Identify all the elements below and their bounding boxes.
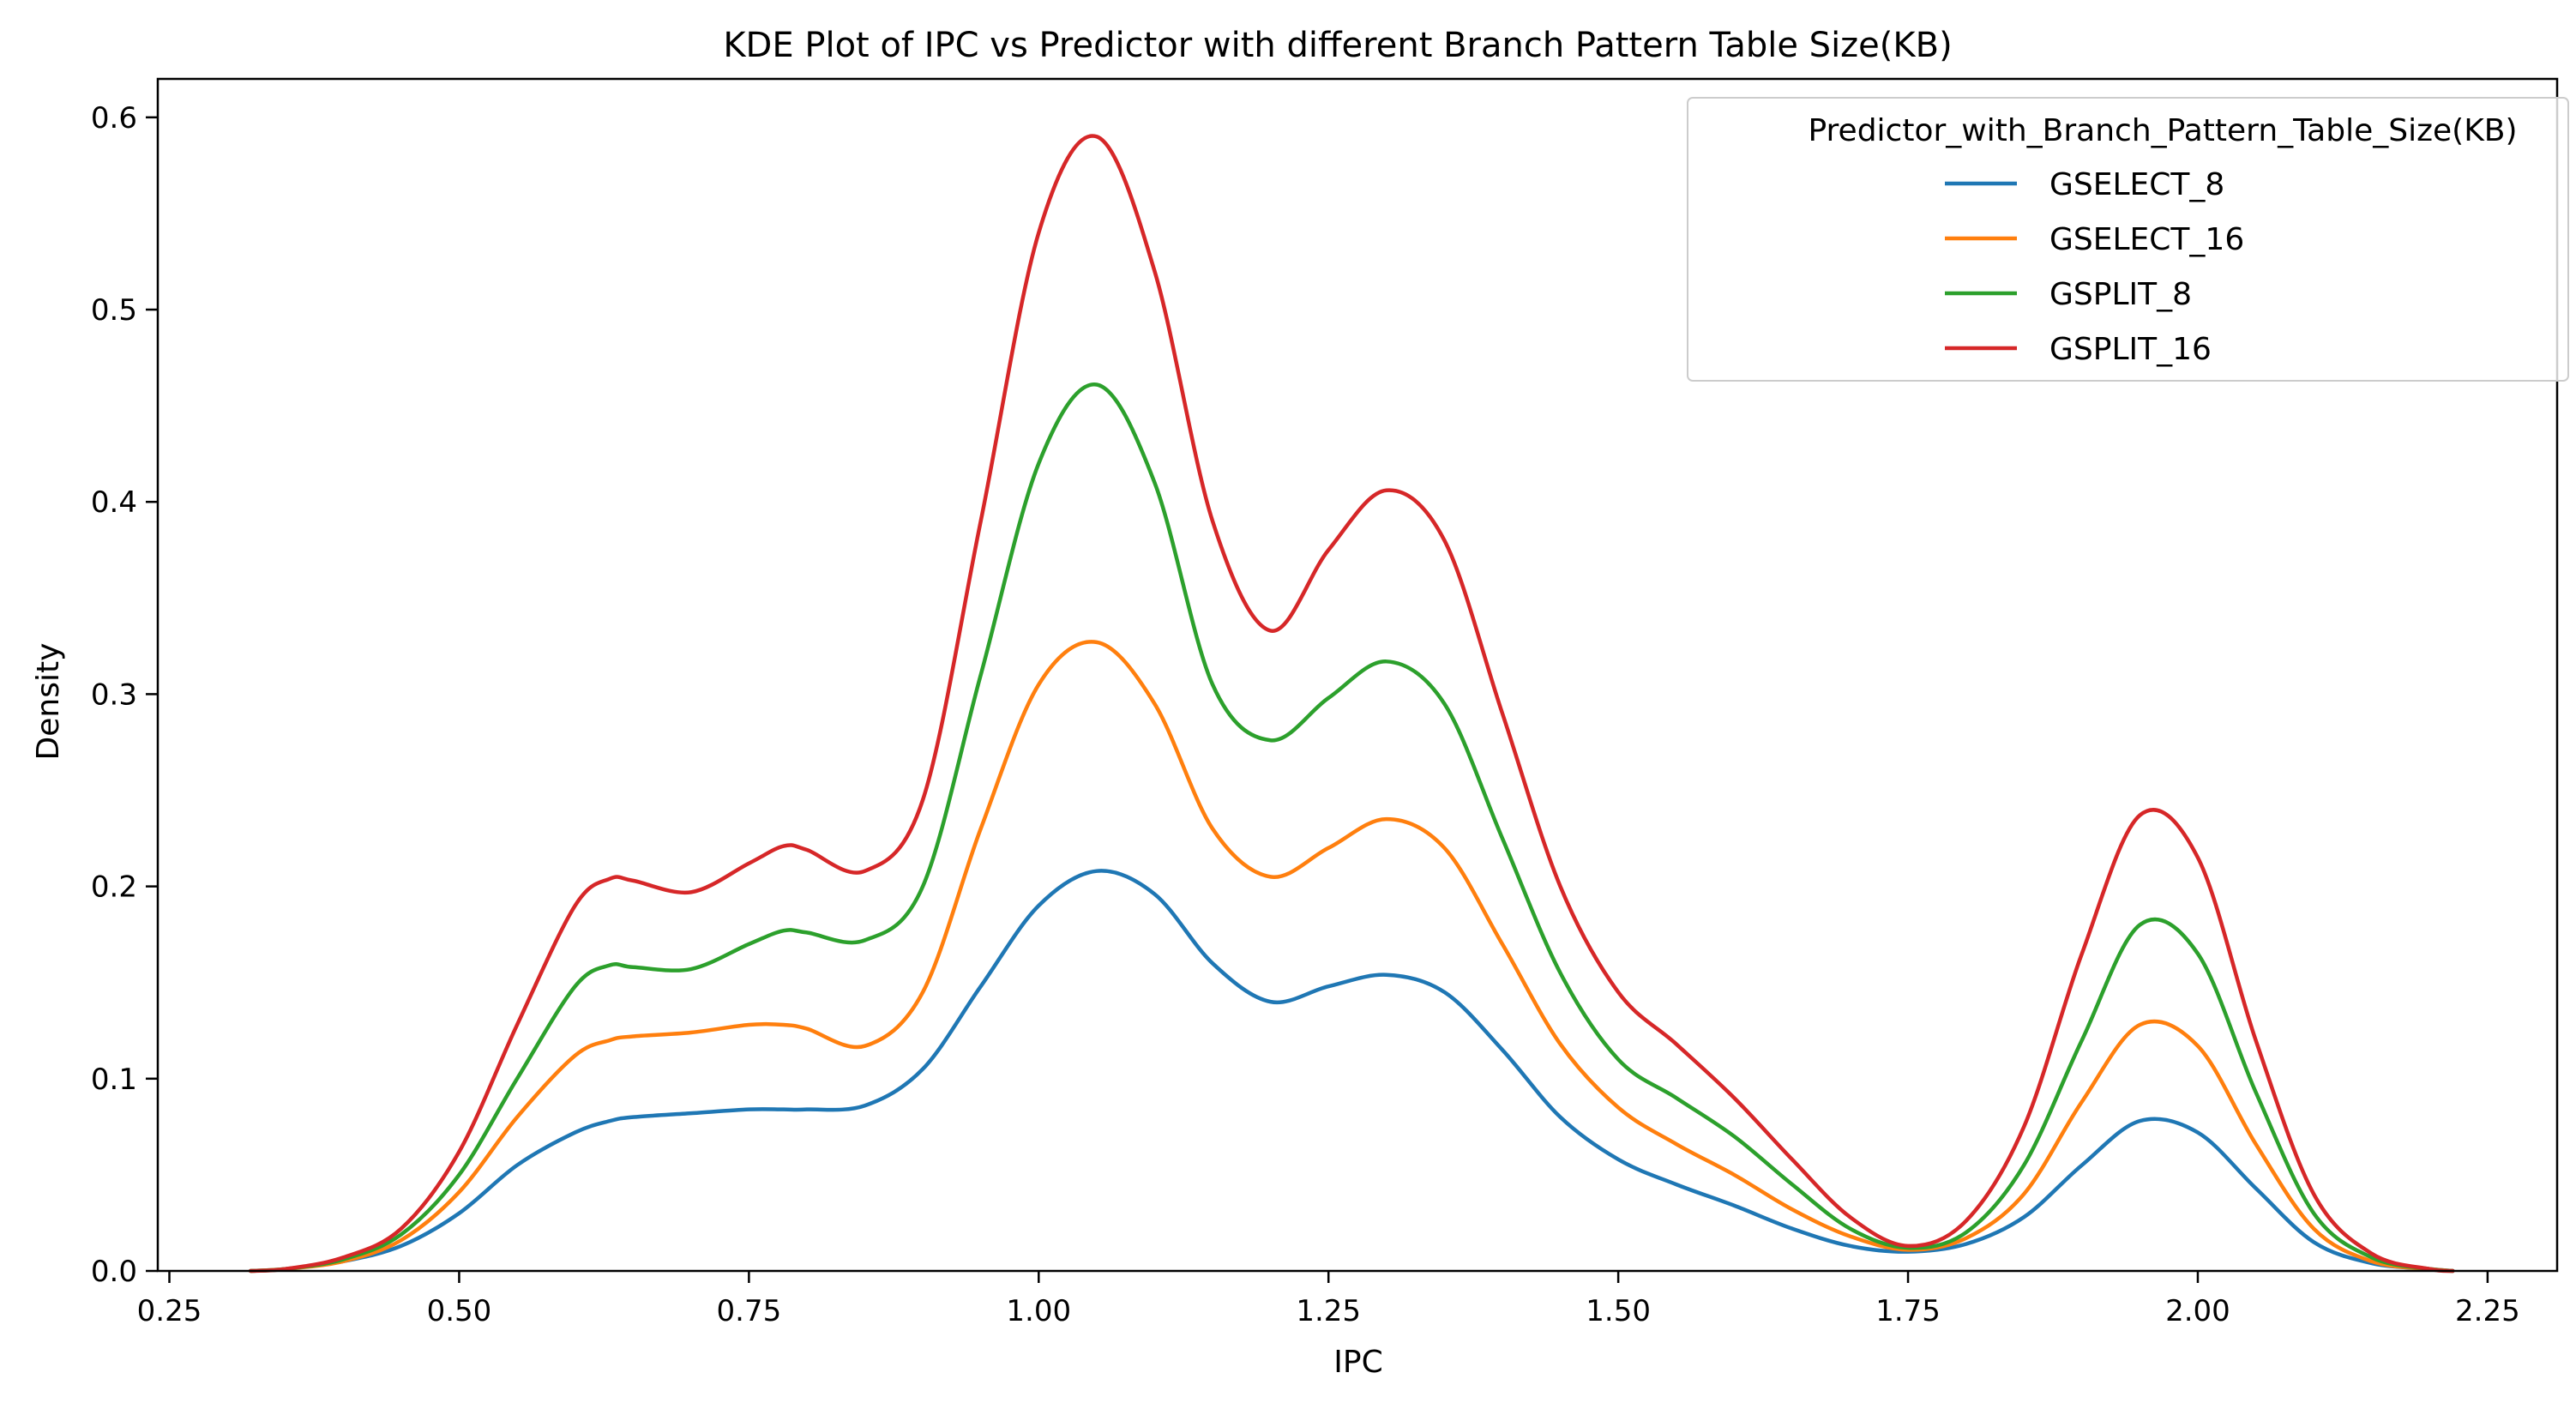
x-axis-label: IPC: [1333, 1345, 1382, 1380]
legend-entry-label: GSPLIT_16: [2049, 332, 2212, 367]
y-tick-label: 0.0: [91, 1255, 137, 1289]
series-line-gselect-8: [248, 869, 2455, 1274]
legend-title: Predictor_with_Branch_Pattern_Table_Size…: [1808, 113, 2517, 148]
y-tick-label: 0.5: [91, 293, 137, 328]
series-line-gsplit-16: [248, 134, 2455, 1274]
legend-entry-label: GSELECT_16: [2049, 222, 2244, 257]
x-tick-label: 0.75: [717, 1294, 782, 1328]
chart-title: KDE Plot of IPC vs Predictor with differ…: [723, 26, 1952, 65]
y-axis-label: Density: [31, 643, 66, 761]
x-tick-label: 1.25: [1296, 1294, 1361, 1328]
y-tick-label: 0.6: [91, 101, 137, 135]
x-tick-label: 1.75: [1875, 1294, 1941, 1328]
y-tick-label: 0.4: [91, 485, 137, 520]
legend-entry-label: GSELECT_8: [2049, 167, 2224, 202]
y-tick-label: 0.2: [91, 870, 137, 905]
series-line-gselect-16: [248, 640, 2455, 1274]
legend-frame: [1687, 97, 2569, 382]
x-tick-label: 1.00: [1006, 1294, 1071, 1328]
x-tick-label: 0.25: [137, 1294, 202, 1328]
x-tick-label: 2.25: [2455, 1294, 2520, 1328]
plot-area: [156, 77, 2559, 1274]
x-tick-label: 0.50: [427, 1294, 492, 1328]
x-axis: 0.25 0.50 0.75 1.00 1.25 1.50 1.75 2.00 2.25: [137, 1271, 2520, 1328]
x-tick-label: 1.50: [1586, 1294, 1651, 1328]
y-axis: 0.0 0.1 0.2 0.3 0.4 0.5 0.6: [91, 101, 158, 1289]
legend-entry-label: GSPLIT_8: [2049, 277, 2192, 312]
series-line-gsplit-8: [248, 382, 2455, 1274]
y-tick-label: 0.1: [91, 1063, 137, 1097]
axes-frame: [156, 77, 2559, 1273]
legend: Predictor_with_Branch_Pattern_Table_Size…: [1687, 97, 2569, 382]
y-tick-label: 0.3: [91, 677, 137, 712]
legend-entries: GSELECT_8 GSELECT_16 GSPLIT_8 GSPLIT_16: [1945, 167, 2244, 367]
x-tick-label: 2.00: [2165, 1294, 2230, 1328]
